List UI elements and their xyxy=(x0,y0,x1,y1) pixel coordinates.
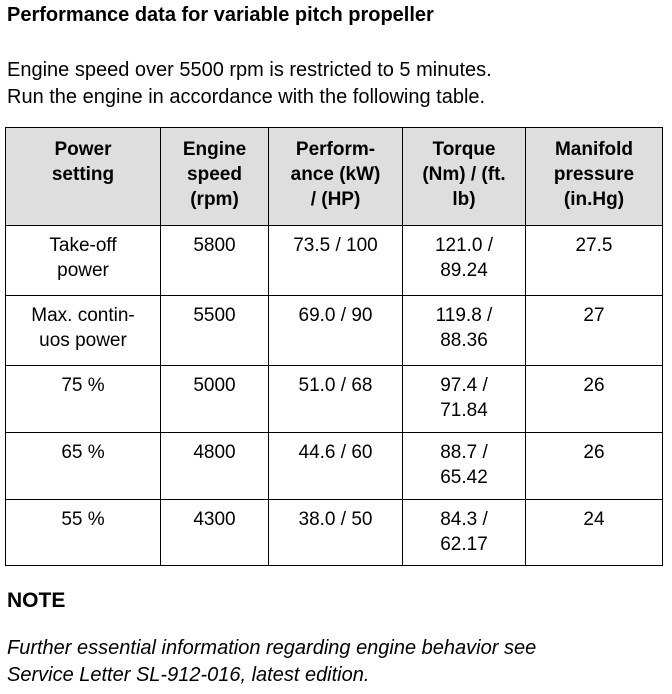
performance-table: Power setting Engine speed (rpm) Perform-ance… xyxy=(5,127,663,566)
header-line: pressure xyxy=(553,164,635,185)
table-cell: 44.6 / 60 xyxy=(268,432,403,500)
table-row: Max. contin-uos power 5500 69.0 / 90 119.8 … xyxy=(5,295,663,366)
table-cell: 75 % xyxy=(5,365,161,433)
cell-line: 84.3 / xyxy=(440,509,488,530)
table-cell: 119.8 / 88.36 xyxy=(402,295,526,366)
cell-line: 121.0 / xyxy=(434,235,494,256)
table-cell: 51.0 / 68 xyxy=(268,365,403,433)
header-line: (rpm) xyxy=(190,189,239,210)
table-row: Take-off power 5800 73.5 / 100 121.0 / 89.24 2… xyxy=(5,225,663,296)
header-line: Engine xyxy=(182,139,247,160)
table-cell: 26 xyxy=(525,365,663,433)
cell-line: 38.0 / 50 xyxy=(298,509,373,530)
cell-line: 27.5 xyxy=(575,235,613,256)
cell-line: 55 % xyxy=(61,509,105,530)
intro-line: Run the engine in accordance with the fo… xyxy=(7,86,486,108)
cell-line: 4800 xyxy=(193,442,236,463)
note-text: Further essential information regarding … xyxy=(7,635,536,689)
table-row: 65 % 4800 44.6 / 60 88.7 / 65.42 26 xyxy=(5,432,663,500)
table-cell: 55 % xyxy=(5,499,161,566)
cell-line: 97.4 / xyxy=(440,375,488,396)
table-cell: 27.5 xyxy=(525,225,663,296)
cell-line: 89.24 xyxy=(440,260,488,281)
cell-line: 71.84 xyxy=(440,400,488,421)
cell-line: 75 % xyxy=(61,375,105,396)
table-cell: 24 xyxy=(525,499,663,566)
table-cell: 97.4 / 71.84 xyxy=(402,365,526,433)
cell-line: 65 % xyxy=(61,442,105,463)
header-line: Manifold xyxy=(554,139,634,160)
table-cell: 121.0 / 89.24 xyxy=(402,225,526,296)
table-cell: 5800 xyxy=(160,225,269,296)
table-cell: 4300 xyxy=(160,499,269,566)
cell-line: 51.0 / 68 xyxy=(298,375,373,396)
note-line: Further essential information regarding … xyxy=(7,637,537,659)
cell-line: 65.42 xyxy=(440,467,488,488)
table-cell: 73.5 / 100 xyxy=(268,225,403,296)
intro-text: Engine speed over 5500 rpm is restricted… xyxy=(7,57,492,111)
cell-line: 5000 xyxy=(193,375,236,396)
header-line: speed xyxy=(187,164,242,185)
table-cell: 38.0 / 50 xyxy=(268,499,403,566)
table-cell: Take-off power xyxy=(5,225,161,296)
cell-line: 69.0 / 90 xyxy=(298,305,373,326)
intro-line: Engine speed over 5500 rpm is restricted… xyxy=(7,59,492,81)
table-cell: Max. contin-uos power xyxy=(5,295,161,366)
cell-line: 88.7 / xyxy=(440,442,488,463)
table-cell: 27 xyxy=(525,295,663,366)
column-header: Power setting xyxy=(5,127,161,226)
header-line: (in.Hg) xyxy=(563,189,625,210)
column-header: Engine speed (rpm) xyxy=(160,127,269,226)
page-title: Performance data for variable pitch prop… xyxy=(7,4,434,26)
table-cell: 69.0 / 90 xyxy=(268,295,403,366)
header-line: lb) xyxy=(452,189,476,210)
cell-line: 26 xyxy=(583,442,605,463)
header-line: Perform- xyxy=(295,139,376,160)
cell-line: 5800 xyxy=(193,235,236,256)
table-cell: 5500 xyxy=(160,295,269,366)
header-line: Torque xyxy=(432,139,496,160)
note-heading: NOTE xyxy=(7,589,66,612)
cell-line: Max. contin- xyxy=(31,305,135,326)
cell-line: 88.36 xyxy=(440,330,488,351)
cell-line: 73.5 / 100 xyxy=(293,235,378,256)
cell-line: 44.6 / 60 xyxy=(298,442,373,463)
table-cell: 65 % xyxy=(5,432,161,500)
table-cell: 5000 xyxy=(160,365,269,433)
header-row: Power setting Engine speed (rpm) Perform-ance… xyxy=(5,127,663,226)
header-line: / (HP) xyxy=(310,189,361,210)
table-cell: 88.7 / 65.42 xyxy=(402,432,526,500)
cell-line: uos power xyxy=(39,330,127,351)
header-line: ance (kW) xyxy=(290,164,381,185)
column-header: Perform-ance (kW) / (HP) xyxy=(268,127,403,226)
cell-line: 5500 xyxy=(193,305,236,326)
cell-line: 27 xyxy=(583,305,605,326)
header-line: setting xyxy=(51,164,115,185)
cell-line: 26 xyxy=(583,375,605,396)
cell-line: 24 xyxy=(583,509,605,530)
cell-line: 4300 xyxy=(193,509,236,530)
header-line: (Nm) / (ft. xyxy=(422,164,506,185)
table-cell: 84.3 / 62.17 xyxy=(402,499,526,566)
cell-line: 62.17 xyxy=(440,534,488,555)
header-line: Power xyxy=(54,139,112,160)
table-row: 75 % 5000 51.0 / 68 97.4 / 71.84 26 xyxy=(5,365,663,433)
table-row: 55 % 4300 38.0 / 50 84.3 / 62.17 24 xyxy=(5,499,663,566)
column-header: Torque (Nm) / (ft. lb) xyxy=(402,127,526,226)
note-line: Service Letter SL-912-016, latest editio… xyxy=(7,664,370,686)
cell-line: Take-off xyxy=(49,235,117,256)
cell-line: power xyxy=(57,260,109,281)
cell-line: 119.8 / xyxy=(435,305,493,326)
table-cell: 26 xyxy=(525,432,663,500)
column-header: Manifold pressure (in.Hg) xyxy=(525,127,663,226)
table-cell: 4800 xyxy=(160,432,269,500)
